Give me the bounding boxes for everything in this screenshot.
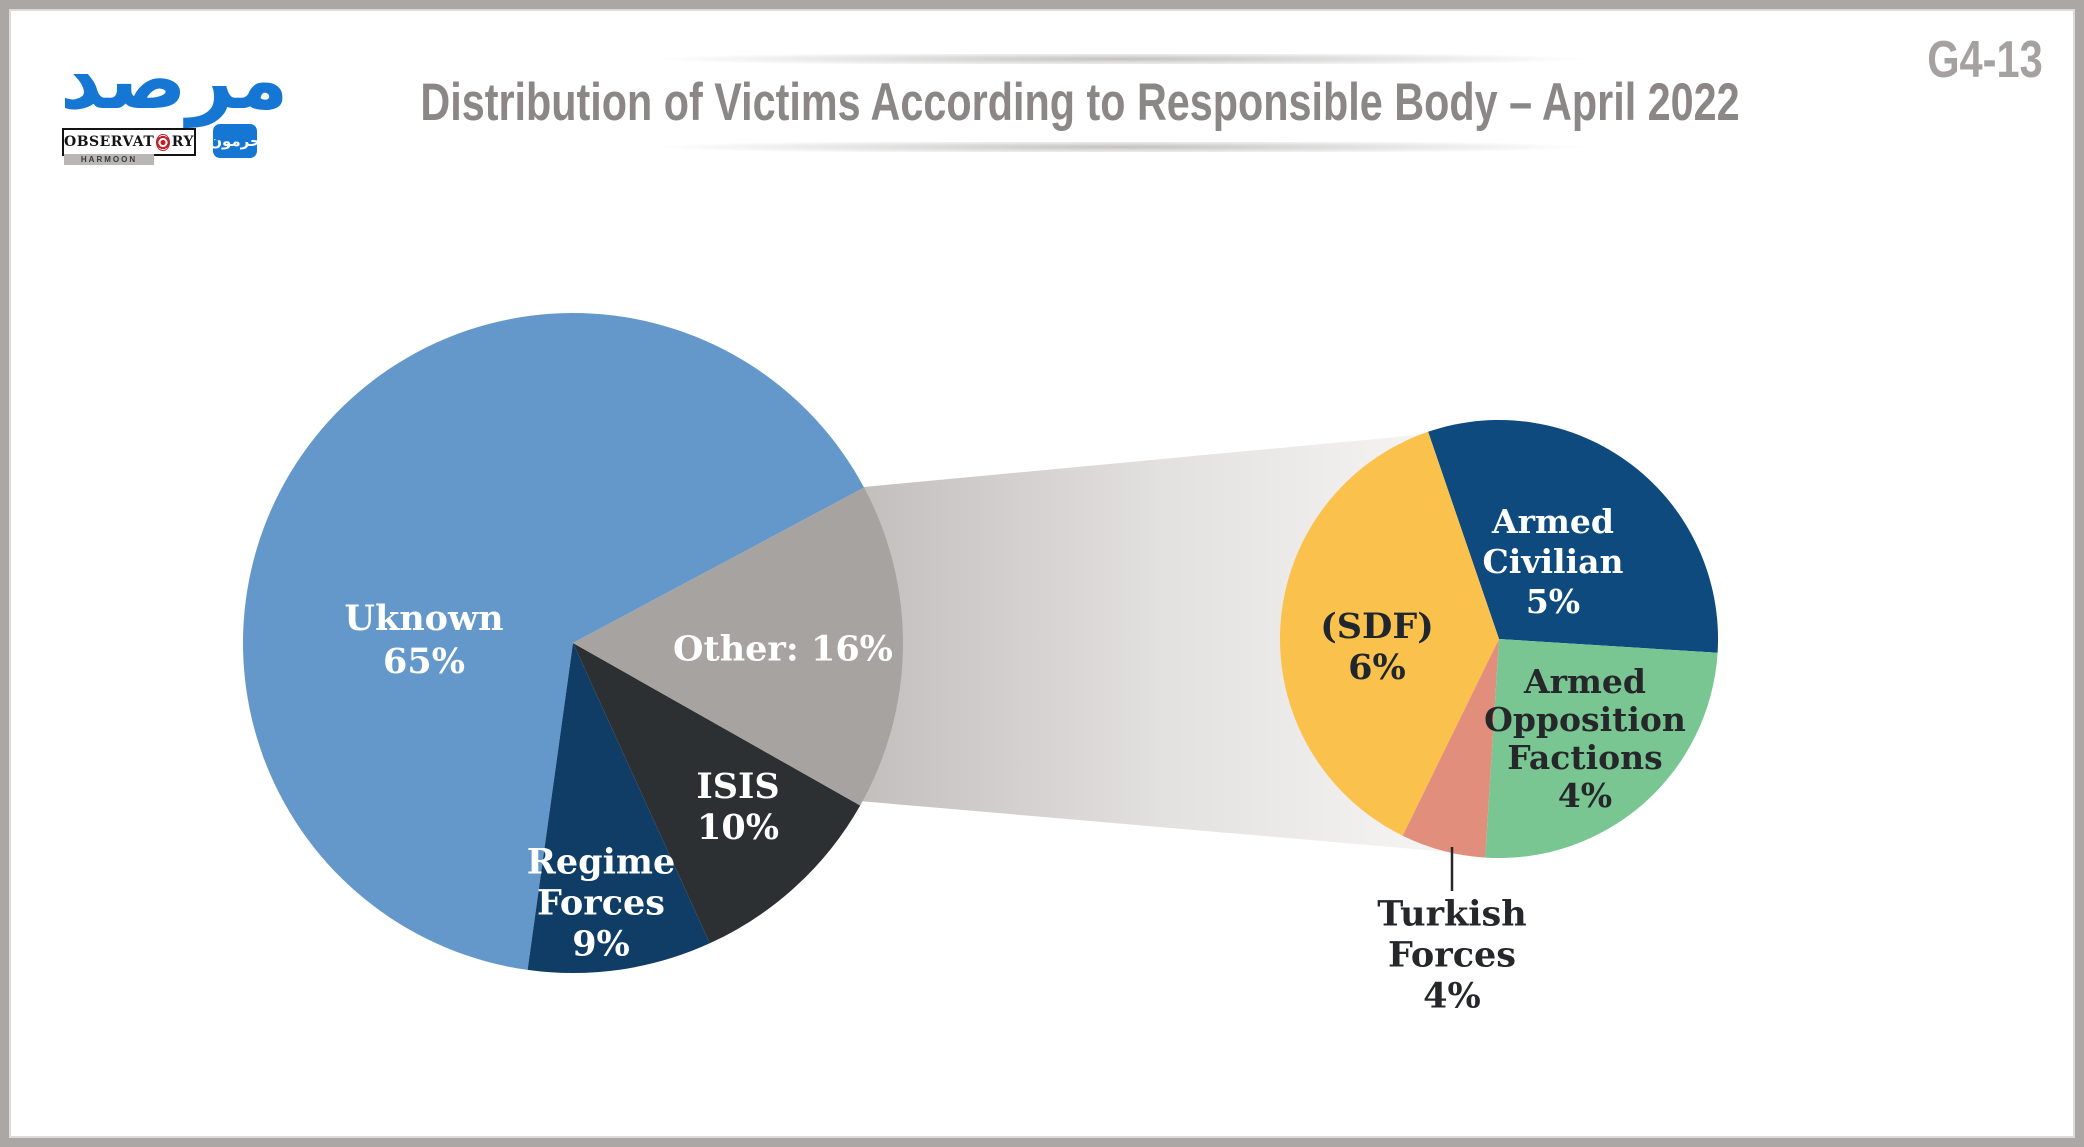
pie-slice-uknown [243, 313, 865, 970]
logo-harmoon-text: HARMOON [64, 154, 154, 165]
title-divider-top [473, 54, 1773, 64]
logo-arabic-wordmark: مرصد [60, 33, 289, 128]
slice-label-isis: ISIS 10% [696, 766, 780, 848]
figure-code: G4-13 [1927, 31, 2043, 89]
slice-label-regime-forces: Regime Forces 9% [526, 841, 676, 965]
logo-arabic-badge: حرمون [209, 124, 261, 158]
pie-slice-isis [573, 643, 861, 944]
logo-observatory-text-left: OBSERVAT [64, 134, 155, 150]
slice-label-uknown: Uknown 65% [344, 598, 504, 682]
slice-label-other: Other: 16% [673, 628, 893, 670]
target-icon [156, 133, 170, 151]
slice-label-turkish-forces: Turkish Forces 4% [1377, 893, 1527, 1017]
pie-slice-armed-civilian [1428, 419, 1719, 653]
slice-label-armed-civilian: Armed Civilian 5% [1482, 502, 1624, 621]
pie-slice-other [573, 487, 903, 806]
slice-label-armed-opposition-factions: Armed Opposition Factions 4% [1484, 662, 1686, 815]
logo-observatory-box: OBSERVAT RY [62, 128, 196, 156]
pie-slice-turkish-forces [1402, 639, 1499, 858]
logo-observatory-text-right: RY [171, 134, 194, 150]
pie-slice-regime-forces [527, 643, 710, 974]
slice-label-sdf: (SDF) 6% [1320, 606, 1434, 688]
pie-slice-sdf [1279, 431, 1499, 836]
pie-slice-armed-opposition-factions [1485, 639, 1718, 859]
page-title: Distribution of Victims According to Res… [420, 73, 1740, 132]
title-divider-bottom [473, 142, 1773, 152]
observatory-logo: مرصد OBSERVAT RY HARMOON حرمون [58, 33, 288, 165]
